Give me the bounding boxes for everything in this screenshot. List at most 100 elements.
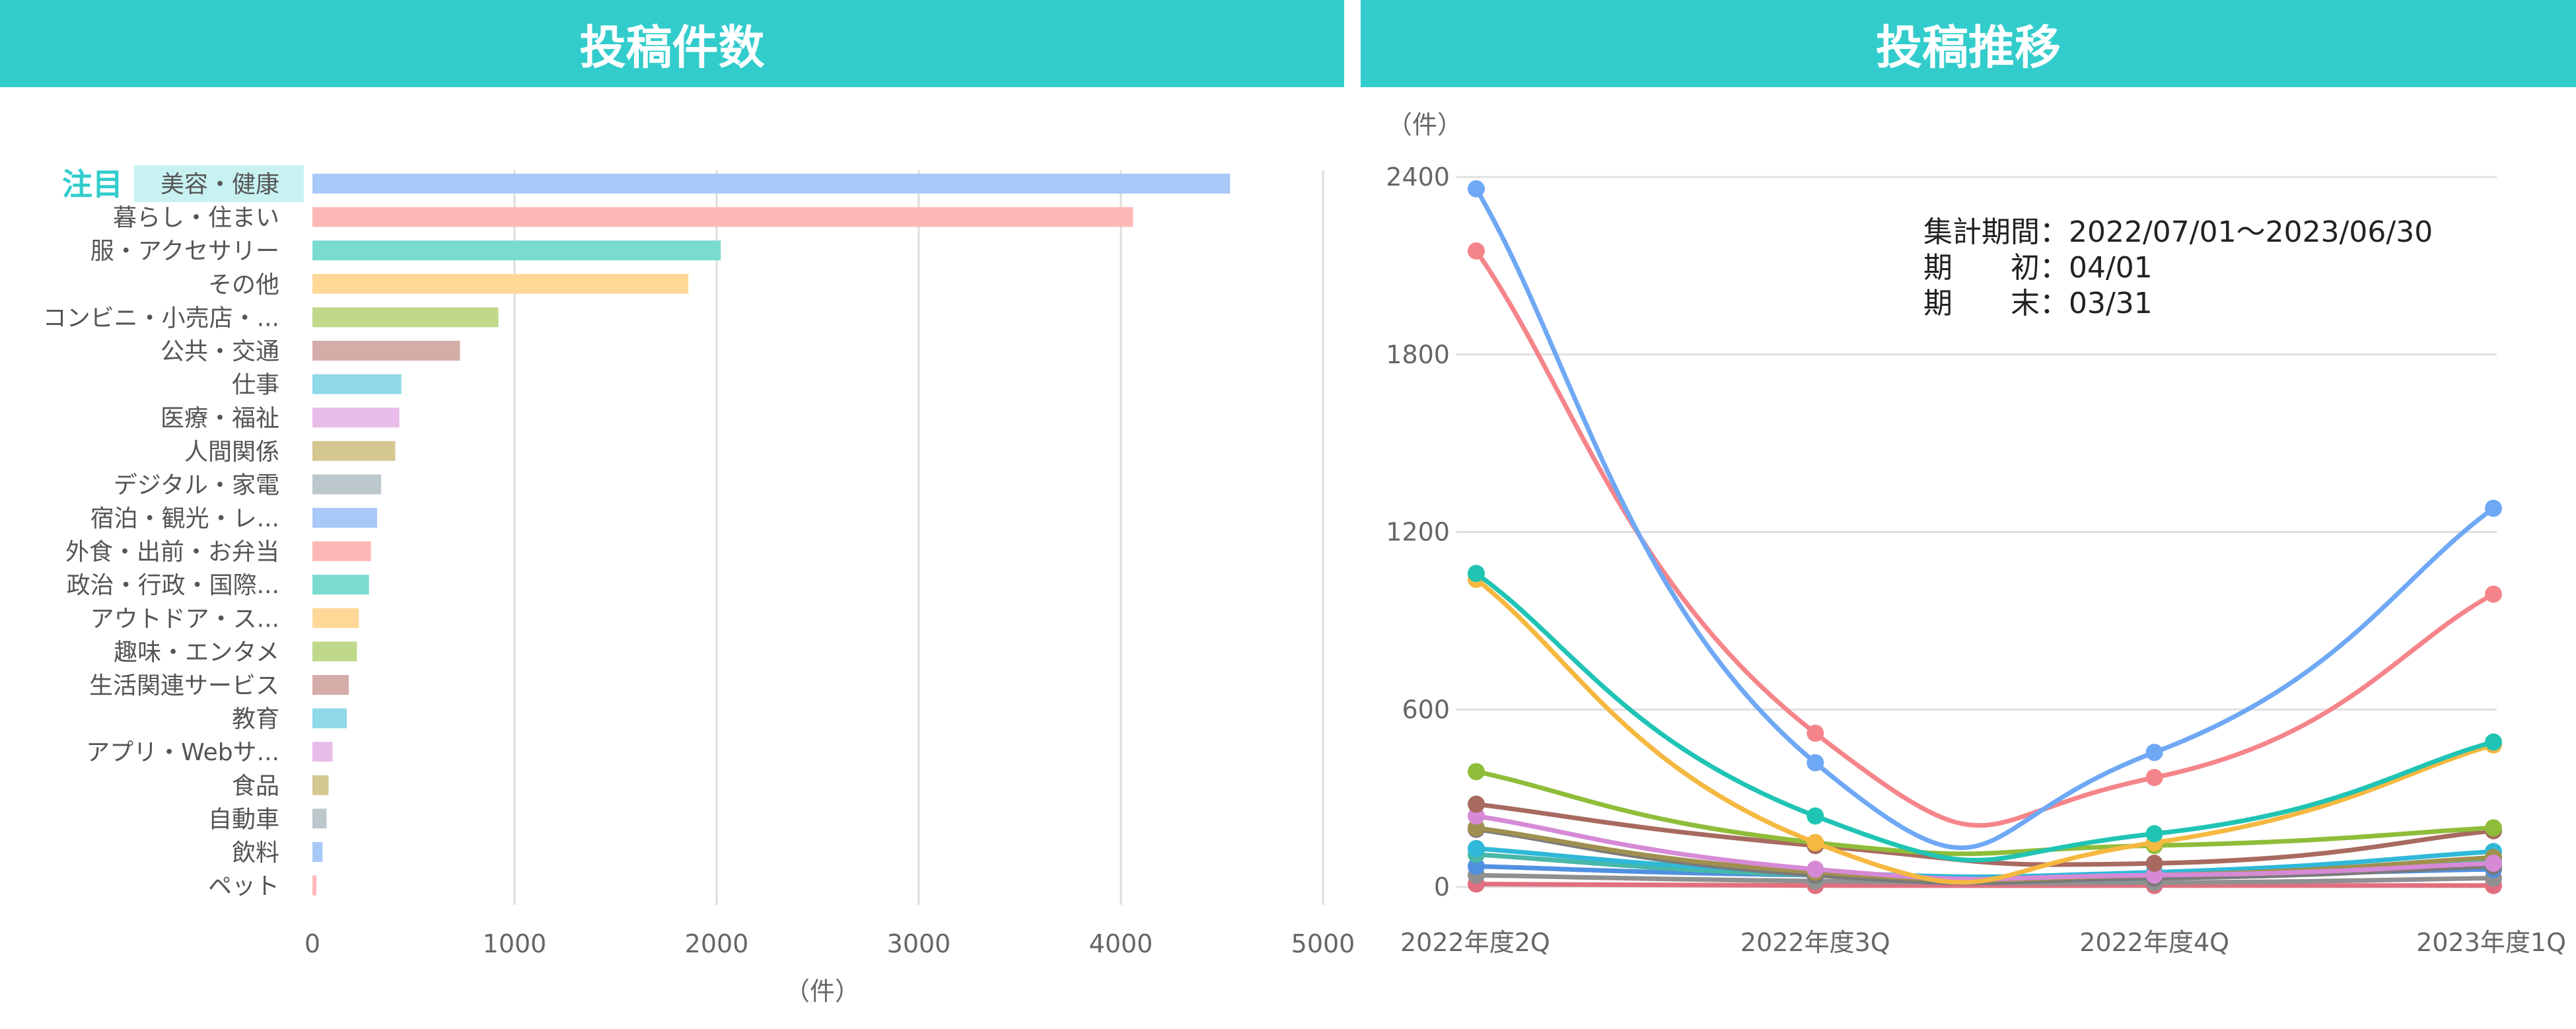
category-label: 教育 [232, 706, 279, 733]
series-point [1468, 839, 1485, 857]
category-label: 食品 [232, 773, 279, 800]
bar [312, 541, 371, 561]
category-label: 自動車 [208, 806, 279, 833]
series-point [2145, 769, 2163, 787]
series-point [2485, 499, 2502, 517]
series-point [1468, 242, 1485, 260]
right-panel-title: 投稿推移 [1361, 0, 2576, 87]
series-point [1807, 861, 1824, 878]
series-line [1476, 882, 2493, 888]
category-label: 公共・交通 [161, 338, 279, 365]
x-tick-label: 2022年度2Q [1400, 928, 1550, 957]
category-label: 趣味・エンタメ [114, 639, 279, 666]
bar [312, 174, 1231, 194]
bar [312, 775, 329, 795]
series-line [1474, 577, 2494, 885]
series-point [1468, 565, 1485, 583]
series-point [2145, 855, 2163, 872]
y-tick-label: 0 [1434, 872, 1450, 902]
highlight-label: 注目 [62, 166, 123, 202]
y-axis-label: （件） [1387, 110, 1462, 139]
category-label: 人間関係 [184, 439, 279, 466]
category-label: 暮らし・住まい [113, 205, 279, 232]
bar [312, 441, 396, 461]
bar [312, 341, 460, 361]
x-tick-label: 1000 [483, 929, 547, 958]
x-tick-label: 2022年度3Q [1740, 928, 1890, 957]
x-tick-label: 3000 [887, 929, 951, 958]
series-point [2485, 855, 2502, 872]
y-tick-label: 2400 [1386, 162, 1450, 192]
bar [312, 408, 400, 428]
bar [312, 708, 347, 728]
series-line [1474, 188, 2495, 850]
period-note-line: 集計期間：2022/07/01～2023/06/30 [1923, 215, 2433, 249]
bar [312, 273, 689, 294]
series-point [1807, 754, 1824, 771]
category-label: アウトドア・ス... [90, 606, 279, 633]
bar [312, 207, 1133, 227]
series-point [2485, 733, 2502, 751]
bar [312, 608, 359, 628]
category-label: アプリ・Webサ... [86, 739, 279, 766]
category-label: デジタル・家電 [114, 472, 279, 499]
period-note-line: 期 初：04/01 [1923, 251, 2153, 285]
y-tick-label: 1200 [1386, 518, 1450, 547]
period-note-line: 期 末：03/31 [1923, 287, 2153, 320]
bar [312, 742, 333, 762]
series-line [1474, 571, 2494, 863]
bar [312, 575, 369, 595]
category-label: 美容・健康 [161, 171, 279, 198]
series-point [1468, 819, 1485, 837]
category-label: 外食・出前・お弁当 [65, 539, 279, 566]
category-label: 飲料 [232, 839, 279, 867]
series-line [1474, 249, 2495, 828]
bar [312, 307, 499, 328]
x-tick-label: 2023年度1Q [2416, 928, 2566, 957]
x-tick-label: 0 [304, 929, 320, 958]
series-point [1468, 180, 1485, 197]
category-label: コンビニ・小売店・... [43, 304, 279, 332]
category-label: 仕事 [232, 372, 279, 399]
series-point [2485, 819, 2502, 837]
category-label: 医療・福祉 [161, 405, 279, 432]
bar [312, 808, 327, 829]
series-point [1807, 807, 1824, 825]
y-tick-label: 600 [1402, 695, 1450, 724]
series-point [1468, 807, 1485, 825]
series-point [1807, 834, 1824, 851]
series-point [1468, 857, 1485, 875]
bar [312, 842, 323, 862]
bar-chart: 0 1000 2000 3000 4000 5000 （件） 注目 美容・健康暮らし・住まい服・… [43, 165, 1354, 1006]
series-point [2145, 744, 2163, 762]
x-tick-label: 5000 [1291, 929, 1354, 958]
x-axis-label: （件） [785, 977, 860, 1006]
category-label: その他 [208, 271, 279, 299]
left-panel-title: 投稿件数 [0, 0, 1344, 87]
highlight-badge [134, 165, 304, 202]
series-point [2485, 585, 2502, 603]
category-label: ペット [208, 873, 279, 900]
bar [312, 240, 721, 261]
bar [312, 875, 317, 896]
category-label: 生活関連サービス [89, 672, 279, 699]
bar [312, 508, 377, 528]
series-point [2145, 867, 2163, 884]
series-point [1468, 795, 1485, 813]
bar [312, 474, 382, 495]
series-line [1476, 769, 2494, 857]
bar [312, 374, 402, 394]
y-tick-label: 1800 [1386, 340, 1450, 369]
category-label: 服・アクセサリー [90, 238, 279, 265]
bar [312, 675, 349, 695]
x-tick-label: 4000 [1089, 929, 1153, 958]
bar [312, 641, 357, 662]
category-label: 政治・行政・国際... [67, 572, 279, 599]
x-tick-label: 2000 [685, 929, 749, 958]
series-point [1468, 763, 1485, 781]
series-point [1807, 725, 1824, 742]
category-label: 宿泊・観光・レ... [90, 505, 279, 532]
series-point [2145, 825, 2163, 843]
x-tick-label: 2022年度4Q [2079, 928, 2229, 957]
